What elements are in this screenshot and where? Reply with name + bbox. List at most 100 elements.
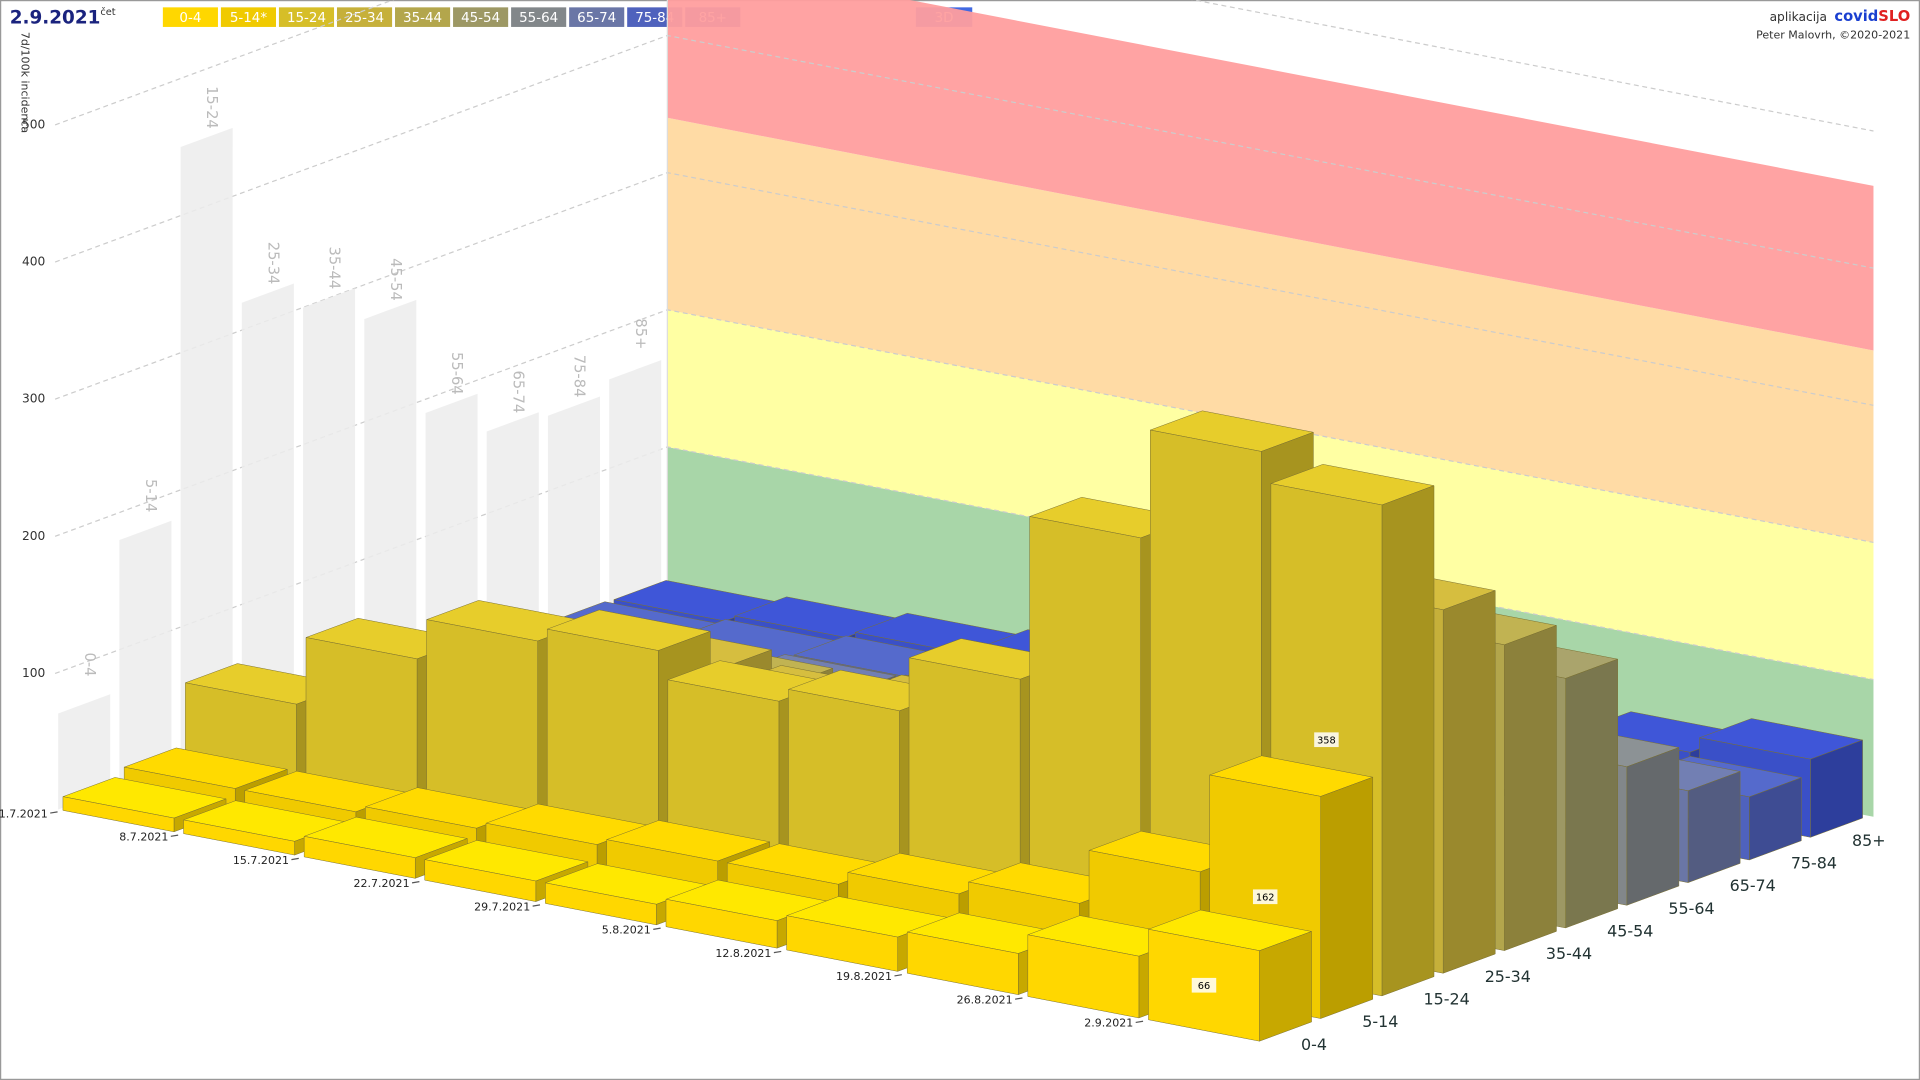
side-peak-bar xyxy=(58,694,111,810)
x-tick xyxy=(532,904,541,907)
bar-side xyxy=(1442,590,1496,974)
bar-side xyxy=(1565,658,1618,929)
side-peak-label: 35-44 xyxy=(326,246,343,289)
value-label: 66 xyxy=(1198,981,1210,992)
app-name-1: covid xyxy=(1834,8,1878,25)
app-name-2: SLO xyxy=(1878,8,1910,25)
y-tick-label: 300 xyxy=(22,392,45,406)
group-label: 45-54 xyxy=(1607,922,1653,941)
legend-label[interactable]: 5-14* xyxy=(230,11,268,26)
bar xyxy=(906,931,1019,995)
x-tick xyxy=(50,811,58,814)
side-peak-bar xyxy=(547,396,600,629)
bar-side xyxy=(1504,625,1557,951)
app-name: aplikacija covidSLO xyxy=(1770,8,1911,25)
group-label: 55-64 xyxy=(1668,899,1714,918)
legend-label[interactable]: 55-64 xyxy=(519,11,558,26)
side-peak-label: 75-84 xyxy=(571,355,588,398)
legend-button[interactable] xyxy=(395,7,451,27)
side-peak-label: 15-24 xyxy=(203,86,220,129)
x-tick xyxy=(894,974,902,977)
legend-label[interactable]: 15-24 xyxy=(287,11,326,26)
group-label: 35-44 xyxy=(1546,944,1592,963)
legend-button[interactable] xyxy=(162,7,218,27)
date-title: 2.9.2021 xyxy=(10,7,101,28)
x-tick xyxy=(1135,1020,1144,1024)
bar xyxy=(183,819,295,856)
legend-button[interactable] xyxy=(569,7,625,27)
x-tick-label: 1.7.2021 xyxy=(0,807,48,820)
bar xyxy=(665,898,778,949)
side-peak-bar xyxy=(364,299,417,697)
x-tick-label: 19.8.2021 xyxy=(836,970,892,983)
y-tick-label: 500 xyxy=(22,117,45,131)
legend-label[interactable]: 65-74 xyxy=(577,11,616,26)
value-label-bg xyxy=(1191,977,1217,993)
y-tick-label: 400 xyxy=(22,255,45,269)
x-tick-label: 8.7.2021 xyxy=(119,831,168,844)
value-label-bg xyxy=(1314,732,1339,748)
x-tick-label: 29.7.2021 xyxy=(474,900,530,913)
legend-label[interactable]: 75-84 xyxy=(635,11,674,26)
grid-line xyxy=(54,0,1874,132)
bar xyxy=(424,859,537,902)
side-peak-label: 45-54 xyxy=(387,258,404,301)
risk-band xyxy=(667,0,1874,351)
group-label: 0-4 xyxy=(1301,1035,1327,1054)
y-tick-label: 100 xyxy=(22,666,45,680)
group-label: 65-74 xyxy=(1730,876,1776,895)
bar-3d xyxy=(1147,909,1313,1042)
weekday: čet xyxy=(100,6,115,18)
legend-button[interactable] xyxy=(220,7,276,27)
group-label: 75-84 xyxy=(1791,854,1837,873)
side-peak-label: 25-34 xyxy=(264,242,281,285)
bar-side xyxy=(1259,931,1312,1042)
bar xyxy=(62,796,175,833)
side-peak-label: 5-14 xyxy=(142,479,159,512)
group-label: 85+ xyxy=(1852,831,1886,850)
bar xyxy=(545,882,657,926)
risk-band xyxy=(667,117,1874,543)
x-tick xyxy=(1015,997,1023,1000)
side-peak-bar xyxy=(486,412,539,651)
credit: Peter Malovrh, ©2020-2021 xyxy=(1756,29,1910,42)
app-prefix: aplikacija xyxy=(1770,10,1827,24)
x-tick-label: 5.8.2021 xyxy=(602,924,651,937)
side-peak-label: 65-74 xyxy=(509,371,526,414)
legend-label[interactable]: 0-4 xyxy=(179,11,201,26)
x-tick xyxy=(773,950,782,954)
side-peak-bar xyxy=(180,127,233,765)
value-label: 162 xyxy=(1256,892,1275,903)
value-label: 358 xyxy=(1317,735,1336,746)
bar xyxy=(786,915,898,972)
legend-label[interactable]: 35-44 xyxy=(403,11,442,26)
x-tick-label: 22.7.2021 xyxy=(354,877,410,890)
side-peak-label: 0-4 xyxy=(81,653,98,677)
bar xyxy=(1027,934,1140,1019)
legend-label[interactable]: 25-34 xyxy=(345,11,384,26)
value-label-bg xyxy=(1252,889,1278,905)
y-tick-label: 200 xyxy=(22,529,45,543)
group-label: 15-24 xyxy=(1423,990,1469,1009)
side-peak-bar xyxy=(241,283,294,742)
x-tick-label: 26.8.2021 xyxy=(957,993,1013,1006)
legend-button[interactable] xyxy=(336,7,393,27)
bar-side xyxy=(1381,485,1435,997)
bar-side xyxy=(1626,747,1680,906)
x-tick xyxy=(170,834,179,837)
group-label: 25-34 xyxy=(1485,967,1531,986)
x-tick xyxy=(411,881,420,884)
legend-label[interactable]: 45-54 xyxy=(461,11,500,26)
side-peak-label: 85+ xyxy=(632,318,649,349)
group-label: 5-14 xyxy=(1362,1012,1398,1031)
side-peak-bar xyxy=(425,393,478,674)
x-tick-label: 2.9.2021 xyxy=(1084,1017,1133,1030)
legend-button[interactable] xyxy=(278,7,335,27)
x-tick xyxy=(653,927,661,930)
bar xyxy=(303,836,416,879)
legend-button[interactable] xyxy=(511,7,567,27)
legend-button[interactable] xyxy=(453,7,509,27)
side-peak-bar xyxy=(119,520,172,787)
bar-side xyxy=(1320,776,1374,1019)
